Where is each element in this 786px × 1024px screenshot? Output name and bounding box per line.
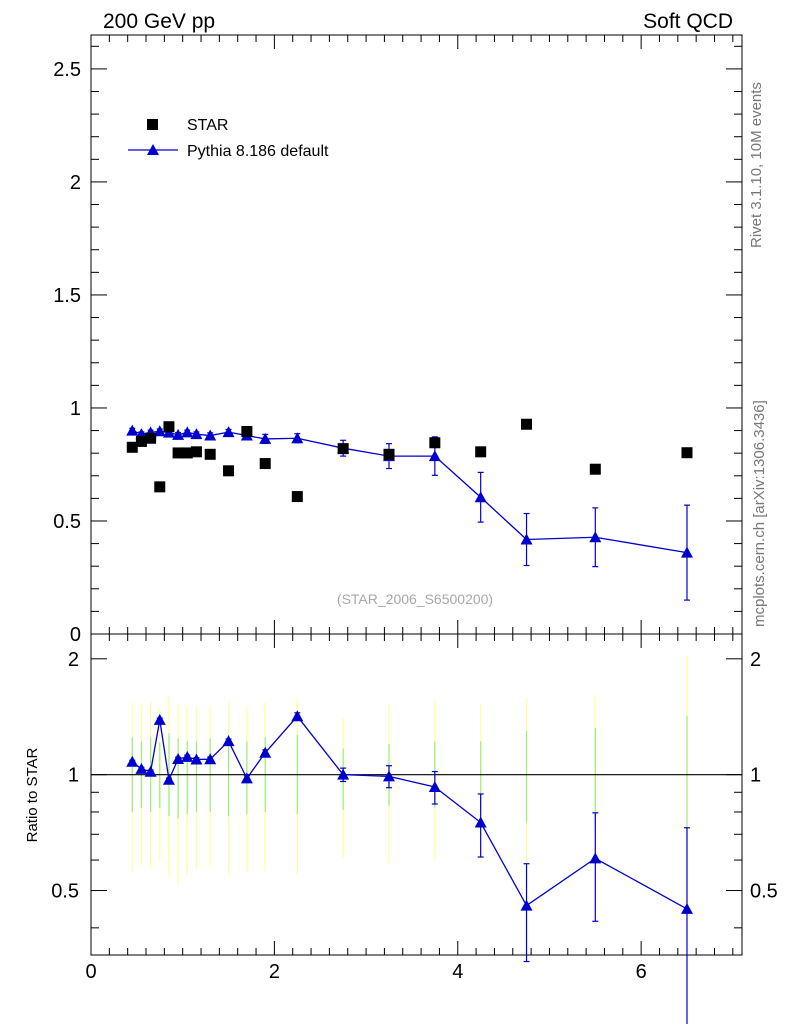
pythia-point (680, 546, 693, 558)
ratio-xtick-label: 6 (636, 961, 647, 983)
ratio-frame (90, 633, 743, 956)
ratio-point (520, 899, 533, 911)
pythia-point (428, 450, 441, 462)
star-point (475, 446, 487, 458)
ratio-ytick-label-right: 2 (750, 649, 761, 671)
star-point (681, 447, 693, 459)
ratio-ytick-label-right: 1 (750, 765, 761, 787)
ratio-point (144, 765, 157, 777)
main-ytick-label: 0 (70, 624, 81, 646)
main-ytick-label: 1.5 (53, 285, 81, 307)
ratio-point (259, 746, 272, 758)
ratio-point (162, 773, 175, 785)
pythia-point (181, 426, 194, 438)
header-right: Soft QCD (643, 10, 733, 33)
header-left: 200 GeV pp (103, 10, 215, 33)
star-point (383, 448, 395, 460)
star-point (223, 465, 235, 477)
main-ytick-label: 2 (70, 172, 81, 194)
star-point (291, 491, 303, 503)
main-ytick-label: 0.5 (53, 511, 81, 533)
ratio-xtick-label: 2 (269, 961, 280, 983)
star-point (521, 418, 533, 430)
ratio-point (240, 772, 253, 784)
star-point (241, 425, 253, 437)
main-ytick-label: 1 (70, 398, 81, 420)
ratio-point (135, 762, 148, 774)
star-point (181, 447, 193, 459)
pythia-point (589, 531, 602, 543)
star-point (154, 481, 166, 493)
ratio-point (126, 755, 139, 767)
mcplots-label: mcplots.cern.ch [arXiv:1306.3436] (751, 400, 768, 627)
star-point (172, 447, 184, 459)
ratio-point (153, 713, 166, 725)
ratio-ytick-label-right: 0.5 (750, 881, 778, 903)
ratio-point (474, 816, 487, 828)
star-point (135, 435, 147, 447)
ratio-point (190, 753, 203, 765)
ratio-xtick-label: 4 (452, 961, 463, 983)
ratio-point (337, 768, 350, 780)
ratio-xtick-label: 0 (85, 961, 96, 983)
pythia-point (126, 424, 139, 436)
star-point (204, 448, 216, 460)
star-point (589, 463, 601, 475)
legend-star-label: STAR (187, 117, 228, 134)
main-ytick-label: 2.5 (53, 59, 81, 81)
pythia-point (204, 429, 217, 441)
watermark: (STAR_2006_S6500200) (337, 591, 493, 607)
pythia-point (190, 428, 203, 440)
pythia-point (153, 425, 166, 437)
ratio-point (204, 753, 217, 765)
ratio-point (382, 770, 395, 782)
star-point (190, 446, 202, 458)
star-point (259, 458, 271, 470)
star-point (337, 443, 349, 455)
ratio-line (131, 715, 688, 910)
star-point (145, 432, 157, 444)
rivet-label: Rivet 3.1.10, 10M events (748, 82, 765, 248)
ratio-point (291, 710, 304, 722)
pythia-point (520, 533, 533, 545)
pythia-point (474, 491, 487, 503)
star-point (429, 437, 441, 449)
pythia-point (172, 428, 185, 440)
legend-star-marker (147, 119, 158, 130)
ratio-ylabel: Ratio to STAR (24, 747, 41, 842)
pythia-point (222, 426, 235, 438)
ratio-ytick-label-left: 0.5 (51, 881, 79, 903)
star-point (163, 421, 175, 433)
ratio-point (680, 902, 693, 914)
legend-pythia-marker (147, 144, 159, 155)
ratio-point (172, 753, 185, 765)
ratio-ytick-label-left: 2 (68, 649, 79, 671)
pythia-point (259, 432, 272, 444)
ratio-ytick-label-left: 1 (68, 765, 79, 787)
legend: STAR Pythia 8.186 default (128, 117, 329, 160)
ratio-point (428, 780, 441, 792)
star-point (126, 441, 138, 453)
legend-pythia-label: Pythia 8.186 default (187, 143, 329, 160)
ratio-point (222, 735, 235, 747)
pythia-point (291, 432, 304, 444)
ratio-panel: 0.5 0.5 1 1 2 2 0 2 4 6 (51, 633, 778, 1024)
ratio-point (181, 750, 194, 762)
ratio-point (589, 852, 602, 864)
